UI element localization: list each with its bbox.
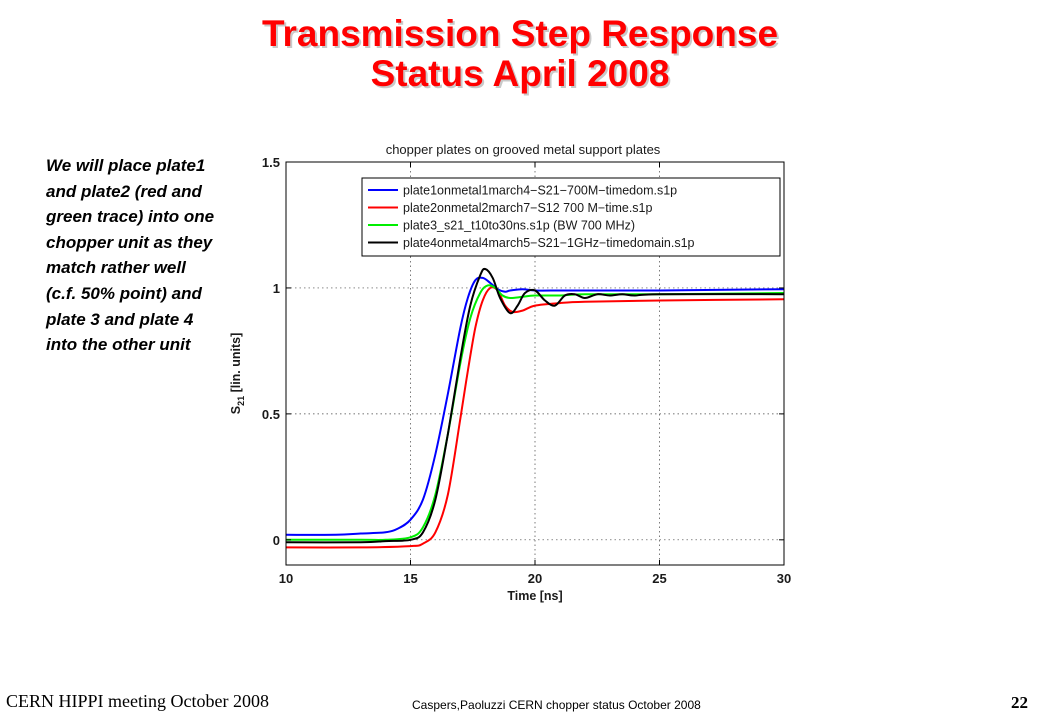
chart-title: chopper plates on grooved metal support … xyxy=(386,142,661,157)
chart-ticks: 10 15 20 25 30 0 0.5 1 1.5 xyxy=(262,155,791,586)
footer-authors: Caspers,Paoluzzi CERN chopper status Oct… xyxy=(412,698,701,712)
x-axis-label: Time [ns] xyxy=(507,589,562,603)
y-tick-label: 1.5 xyxy=(262,155,280,170)
y-label-rest: [lin. units] xyxy=(229,333,243,396)
footer-meeting: CERN HIPPI meeting October 2008 xyxy=(6,691,269,711)
legend-label-1: plate1onmetal1march4−S21−700M−timedom.s1… xyxy=(403,184,677,198)
y-tick-label: 0 xyxy=(273,533,280,548)
title-line-2: Status April 2008 xyxy=(370,53,670,94)
x-tick-label: 20 xyxy=(528,571,542,586)
x-tick-label: 10 xyxy=(279,571,293,586)
y-axis-label: S21 [lin. units] xyxy=(229,333,246,415)
y-tick-label: 0.5 xyxy=(262,407,280,422)
series-line-2 xyxy=(285,286,785,549)
slide-title: Transmission Step Response Status April … xyxy=(0,14,1040,94)
x-tick-label: 25 xyxy=(652,571,666,586)
x-tick-label: 15 xyxy=(403,571,417,586)
x-tick-label: 30 xyxy=(777,571,791,586)
y-tick-label: 1 xyxy=(273,281,280,296)
y-label-main: S xyxy=(229,406,243,414)
series-line-1 xyxy=(285,276,785,536)
series-line-4 xyxy=(285,267,785,544)
legend-label-4: plate4onmetal4march5−S21−1GHz−timedomain… xyxy=(403,236,695,250)
legend-label-3: plate3_s21_t10to30ns.s1p (BW 700 MHz) xyxy=(403,219,635,233)
series-line-3 xyxy=(286,284,785,541)
chart-legend: plate1onmetal1march4−S21−700M−timedom.s1… xyxy=(361,177,781,257)
title-line-1: Transmission Step Response xyxy=(261,13,779,54)
legend-label-2: plate2onmetal2march7−S12 700 M−time.s1p xyxy=(403,201,653,215)
y-label-sub: 21 xyxy=(236,396,246,406)
chart-grid xyxy=(286,162,784,565)
page-number: 22 xyxy=(1011,693,1028,712)
legend-box xyxy=(361,177,781,257)
chart-series xyxy=(285,267,785,549)
side-note: We will place plate1 and plate2 (red and… xyxy=(46,156,215,355)
